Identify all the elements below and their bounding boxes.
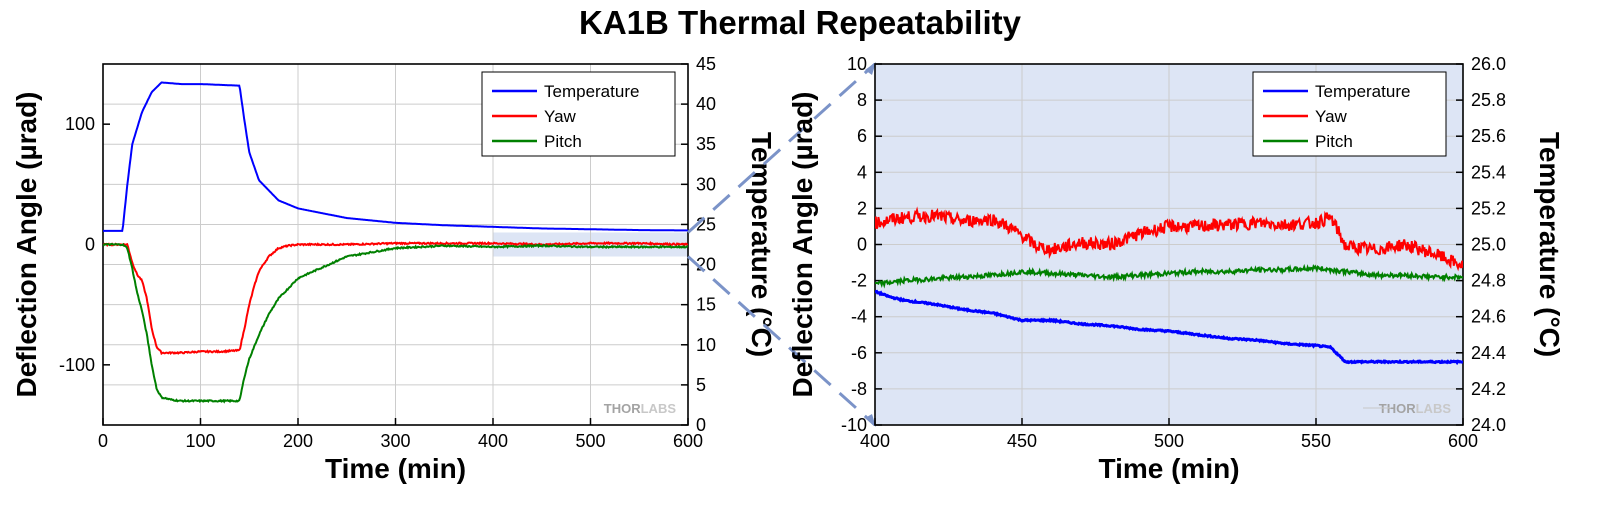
zoom-y-tick-label: -6: [851, 343, 867, 363]
zoom-y2-tick-label: 24.4: [1471, 343, 1506, 363]
zoom-legend-label: Pitch: [1315, 132, 1353, 151]
overview-x-tick-label: 0: [98, 431, 108, 451]
overview-x-tick-label: 200: [283, 431, 313, 451]
zoom-y2-tick-label: 24.8: [1471, 271, 1506, 291]
overview-x-tick-label: 500: [575, 431, 605, 451]
zoom-y2-tick-label: 25.2: [1471, 198, 1506, 218]
overview-x-tick-label: 300: [380, 431, 410, 451]
zoom-y2-tick-label: 26.0: [1471, 54, 1506, 74]
overview-y2-tick-label: 35: [696, 134, 716, 154]
overview-panel: 0 100 200 300 400 500 600-10001000510152025303…: [11, 54, 777, 484]
overview-series-yaw: [103, 240, 688, 356]
overview-x-axis-title: Time (min): [325, 453, 466, 484]
overview-legend-label: Temperature: [544, 82, 639, 101]
zoom-y-axis-title: Deflection Angle (µrad): [787, 91, 818, 397]
zoom-y-tick-label: -4: [851, 307, 867, 327]
zoom-y-tick-label: 2: [857, 198, 867, 218]
overview-y2-axis-title: Temperature (°C): [746, 132, 777, 357]
overview-series-group: [103, 81, 688, 404]
zoom-y-tick-label: -8: [851, 379, 867, 399]
zoom-panel: 400 450 500 550 600 -10 -8 -6 -4 -2 0 2 4 6 8 10 24.0 24.…: [787, 54, 1565, 484]
overview-y2-tick-label: 30: [696, 174, 716, 194]
zoom-connectors: [686, 62, 877, 427]
overview-y2-tick-label: 40: [696, 94, 716, 114]
zoom-y2-tick-label: 25.6: [1471, 126, 1506, 146]
zoom-y2-tick-label: 25.8: [1471, 90, 1506, 110]
zoom-series-yaw: [875, 206, 1463, 272]
overview-y2-tick-label: 0: [696, 415, 706, 435]
overview-y2-tick-label: 10: [696, 335, 716, 355]
zoom-x-tick-label: 400: [860, 431, 890, 451]
overview-y2-tick-label: 5: [696, 375, 706, 395]
zoom-x-tick-label: 550: [1301, 431, 1331, 451]
zoom-y2-tick-label: 24.0: [1471, 415, 1506, 435]
zoom-y-tick-label: 6: [857, 126, 867, 146]
overview-legend-label: Yaw: [544, 107, 577, 126]
zoom-y2-tick-label: 25.4: [1471, 162, 1506, 182]
overview-series-pitch: [103, 242, 688, 404]
zoom-connector-arrow-bottom: [865, 414, 876, 427]
zoom-series-pitch: [875, 263, 1463, 289]
zoom-y2-tick-label: 24.2: [1471, 379, 1506, 399]
overview-y-tick-label: 100: [65, 114, 95, 134]
zoom-watermark-a: THOR: [1379, 401, 1416, 416]
zoom-y-tick-label: -2: [851, 271, 867, 291]
overview-y-axis-title: Deflection Angle (µrad): [11, 91, 42, 397]
zoom-connector-bottom: [686, 255, 877, 427]
zoom-legend-label: Temperature: [1315, 82, 1410, 101]
chart-title: KA1B Thermal Repeatability: [579, 4, 1021, 41]
zoom-x-tick-label: 500: [1154, 431, 1184, 451]
overview-x-tick-label: 100: [185, 431, 215, 451]
zoom-connector-top: [686, 62, 877, 234]
zoom-y-tick-label: 10: [847, 54, 867, 74]
overview-watermark-a: THOR: [604, 401, 641, 416]
zoom-legend-label: Yaw: [1315, 107, 1348, 126]
overview-watermark-b: LABS: [641, 401, 677, 416]
zoom-series-group: [875, 206, 1463, 366]
zoom-y-tick-label: -10: [841, 415, 867, 435]
overview-y-tick-label: -100: [59, 355, 95, 375]
overview-watermark: THORLABS: [604, 401, 677, 416]
overview-legend-label: Pitch: [544, 132, 582, 151]
zoom-x-tick-label: 450: [1007, 431, 1037, 451]
zoom-y-tick-label: 4: [857, 162, 867, 182]
zoom-x-tick-label: 600: [1448, 431, 1478, 451]
overview-x-tick-label: 400: [478, 431, 508, 451]
zoom-y-tick-label: 0: [857, 235, 867, 255]
overview-y2-tick-label: 45: [696, 54, 716, 74]
overview-y-tick-label: 0: [85, 235, 95, 255]
zoom-connector-arrow-top: [865, 62, 876, 75]
zoom-series-temperature: [875, 289, 1463, 366]
zoom-y2-axis-title: Temperature (°C): [1534, 132, 1565, 357]
zoom-y2-tick-label: 25.0: [1471, 235, 1506, 255]
zoom-y-tick-label: 8: [857, 90, 867, 110]
overview-x-tick-label: 600: [673, 431, 703, 451]
zoom-x-axis-title: Time (min): [1098, 453, 1239, 484]
zoom-watermark: THORLABS: [1379, 401, 1452, 416]
overview-series-temperature: [103, 81, 688, 232]
zoom-watermark-b: LABS: [1416, 401, 1452, 416]
zoom-y2-tick-label: 24.6: [1471, 307, 1506, 327]
overview-y2-tick-label: 15: [696, 295, 716, 315]
